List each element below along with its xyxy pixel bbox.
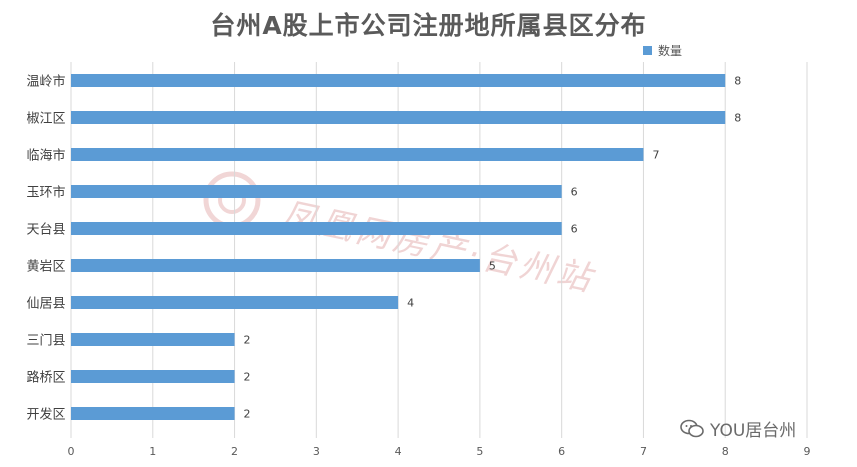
wechat-icon (680, 419, 704, 437)
x-tick-label: 7 (640, 445, 647, 458)
data-label: 8 (734, 112, 741, 125)
category-label: 开发区 (26, 407, 65, 423)
data-label: 4 (407, 297, 414, 310)
data-label: 8 (734, 75, 741, 88)
bar (71, 222, 562, 235)
data-label: 6 (571, 186, 578, 199)
bar (71, 407, 235, 420)
data-label: 5 (489, 260, 496, 273)
legend-swatch (643, 45, 652, 55)
category-label: 黄岩区 (26, 260, 65, 275)
x-tick-label: 1 (149, 445, 156, 458)
bar (71, 333, 235, 346)
data-label: 2 (244, 408, 251, 421)
category-label: 仙居县 (26, 297, 65, 312)
category-label: 温岭市 (26, 74, 65, 90)
bar (71, 111, 726, 124)
x-tick-labels: 0 1 2 3 4 5 6 7 8 9 (68, 445, 811, 458)
category-label: 临海市 (26, 148, 65, 164)
data-label: 7 (652, 149, 659, 162)
bar (71, 148, 644, 161)
footer-text: YOU居台州 (710, 421, 797, 441)
x-tick-label: 6 (558, 445, 565, 458)
category-label: 三门县 (26, 334, 65, 349)
watermark-logo (203, 171, 261, 229)
x-tick-label: 4 (395, 445, 402, 458)
footer-brand: YOU居台州 (680, 416, 796, 441)
bar (71, 74, 726, 87)
bar (71, 296, 399, 309)
x-tick-label: 2 (231, 445, 238, 458)
category-label: 路桥区 (26, 370, 65, 386)
bar (71, 370, 235, 383)
x-tick-label: 9 (804, 445, 811, 458)
watermark-text: 凤凰网房产·台州站 (278, 195, 599, 301)
data-labels: 8 8 7 6 6 5 4 2 2 2 (244, 75, 742, 421)
bar (71, 259, 480, 272)
bars (71, 74, 726, 420)
x-tick-label: 0 (68, 445, 75, 458)
data-label: 2 (244, 371, 251, 384)
x-tick-label: 8 (722, 445, 729, 458)
bar (71, 185, 562, 198)
data-label: 2 (244, 334, 251, 347)
legend: 数量 (643, 42, 682, 58)
x-tick-label: 3 (313, 445, 320, 458)
data-label: 6 (571, 223, 578, 236)
chart-title: 台州A股上市公司注册地所属县区分布 (210, 11, 647, 40)
x-tick-label: 5 (476, 445, 483, 458)
category-label: 椒江区 (26, 112, 65, 127)
category-label: 天台县 (26, 223, 65, 238)
legend-label: 数量 (658, 43, 683, 58)
category-label: 玉环市 (26, 185, 65, 201)
